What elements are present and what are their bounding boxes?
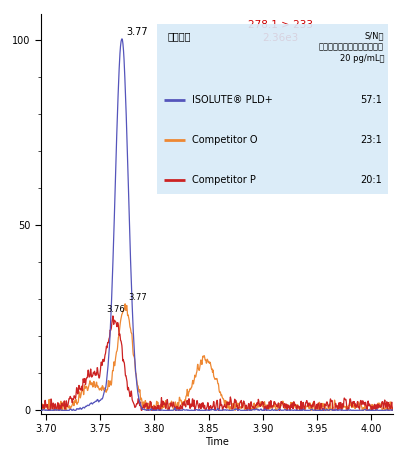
- Text: 3.77: 3.77: [128, 293, 147, 302]
- Text: 23:1: 23:1: [360, 135, 382, 145]
- Text: Competitor O: Competitor O: [192, 135, 258, 145]
- FancyBboxPatch shape: [157, 24, 388, 194]
- Text: S/N比
（血漿中のアミトリプチリン
20 pg/mL）: S/N比 （血漿中のアミトリプチリン 20 pg/mL）: [319, 32, 384, 63]
- Text: 使用製品: 使用製品: [167, 32, 191, 42]
- Text: 278.1 > 233
2.36e3: 278.1 > 233 2.36e3: [247, 20, 313, 43]
- Text: 3.76: 3.76: [107, 305, 125, 314]
- Text: ISOLUTE® PLD+: ISOLUTE® PLD+: [192, 95, 273, 105]
- Text: 20:1: 20:1: [360, 175, 382, 185]
- Text: Competitor P: Competitor P: [192, 175, 256, 185]
- Text: 3.77: 3.77: [126, 27, 148, 37]
- Text: 57:1: 57:1: [360, 95, 382, 105]
- X-axis label: Time: Time: [205, 437, 228, 447]
